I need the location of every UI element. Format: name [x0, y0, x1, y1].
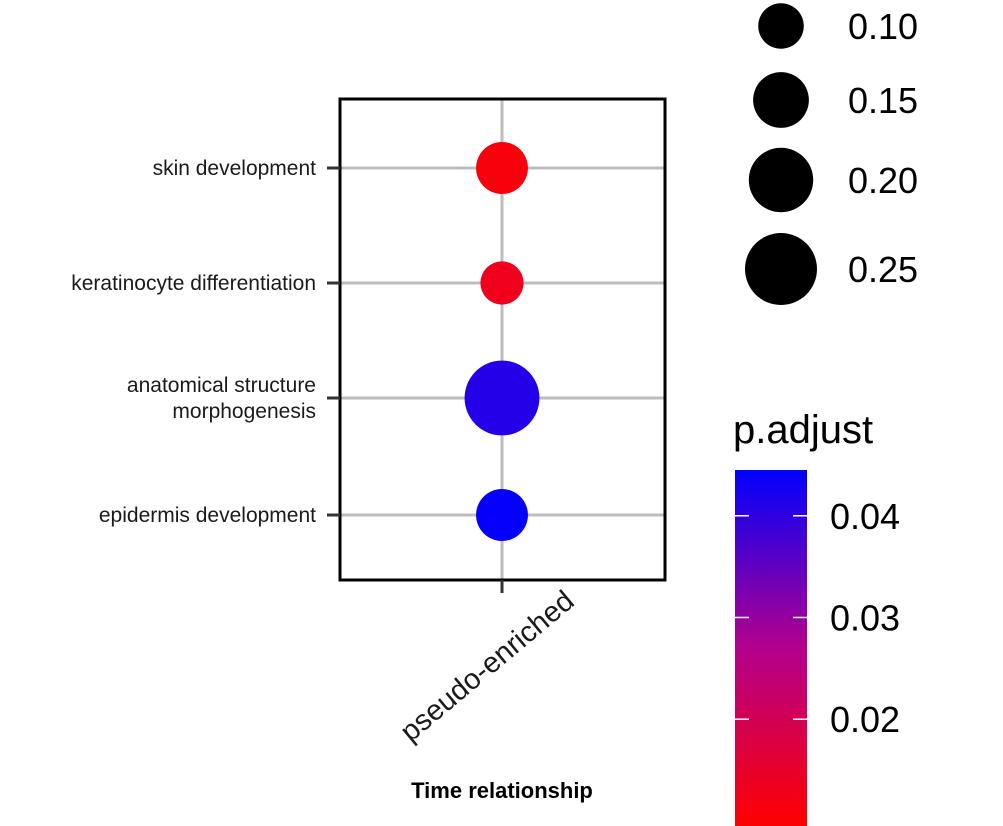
- data-point-1: [480, 261, 524, 305]
- color-legend-label: 0.03: [830, 597, 900, 638]
- y-tick-label-line: morphogenesis: [172, 400, 316, 423]
- data-point-3: [476, 489, 528, 541]
- x-axis-ticks: pseudo-enriched: [394, 580, 580, 748]
- y-tick-label: skin development: [153, 157, 317, 180]
- y-tick-label: epidermis development: [99, 504, 316, 527]
- y-axis-ticks: skin development keratinocyte differentia…: [71, 157, 340, 527]
- data-points: [464, 142, 540, 541]
- color-legend-title: p.adjust: [733, 408, 873, 452]
- size-legend-label: 0.15: [848, 80, 918, 121]
- x-axis-title: Time relationship: [411, 778, 593, 803]
- size-legend: 0.10 0.15 0.20 0.25: [745, 3, 918, 305]
- color-legend-bar: [735, 470, 807, 826]
- y-tick-label: anatomical structure morphogenesis: [127, 374, 316, 423]
- color-legend-label: 0.04: [830, 496, 900, 537]
- color-legend-label: 0.02: [830, 699, 900, 740]
- size-legend-key-2: [748, 147, 814, 213]
- size-legend-label: 0.10: [848, 6, 918, 47]
- size-legend-label: 0.20: [848, 160, 918, 201]
- size-legend-label: 0.25: [848, 249, 918, 290]
- y-tick-label-line: anatomical structure: [127, 374, 316, 397]
- size-legend-key-3: [745, 233, 817, 305]
- color-legend: p.adjust 0.04 0.03 0.02: [733, 408, 900, 826]
- y-tick-label: keratinocyte differentiation: [71, 272, 316, 295]
- x-tick-label: pseudo-enriched: [394, 585, 580, 748]
- plot-panel: skin development keratinocyte differentia…: [71, 97, 667, 748]
- size-legend-key-1: [753, 72, 809, 128]
- size-legend-key-0: [758, 3, 804, 49]
- data-point-0: [476, 142, 528, 194]
- color-legend-ticks: 0.04 0.03 0.02: [735, 496, 900, 740]
- data-point-2: [464, 360, 540, 436]
